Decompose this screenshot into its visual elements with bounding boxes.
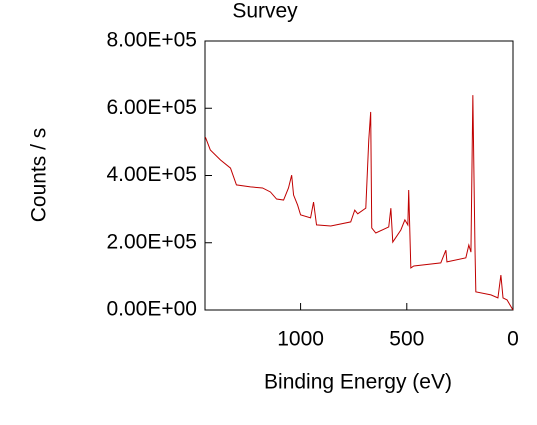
plot-frame [204,40,514,311]
chart-title: Survey [232,0,298,23]
y-tick-label: 6.00E+05 [106,96,197,119]
spectrum-line [204,95,514,311]
x-tick-label: 1000 [277,328,324,351]
y-axis-label: Counts / s [28,128,51,223]
y-tick-label: 4.00E+05 [106,163,197,186]
x-tick-label: 0 [507,328,519,351]
x-tick-label: 500 [389,328,424,351]
y-tick-label: 2.00E+05 [106,230,197,253]
y-tick-label: 8.00E+05 [106,29,197,52]
y-tick-label: 0.00E+00 [106,298,197,321]
x-axis-label: Binding Energy (eV) [264,371,452,394]
